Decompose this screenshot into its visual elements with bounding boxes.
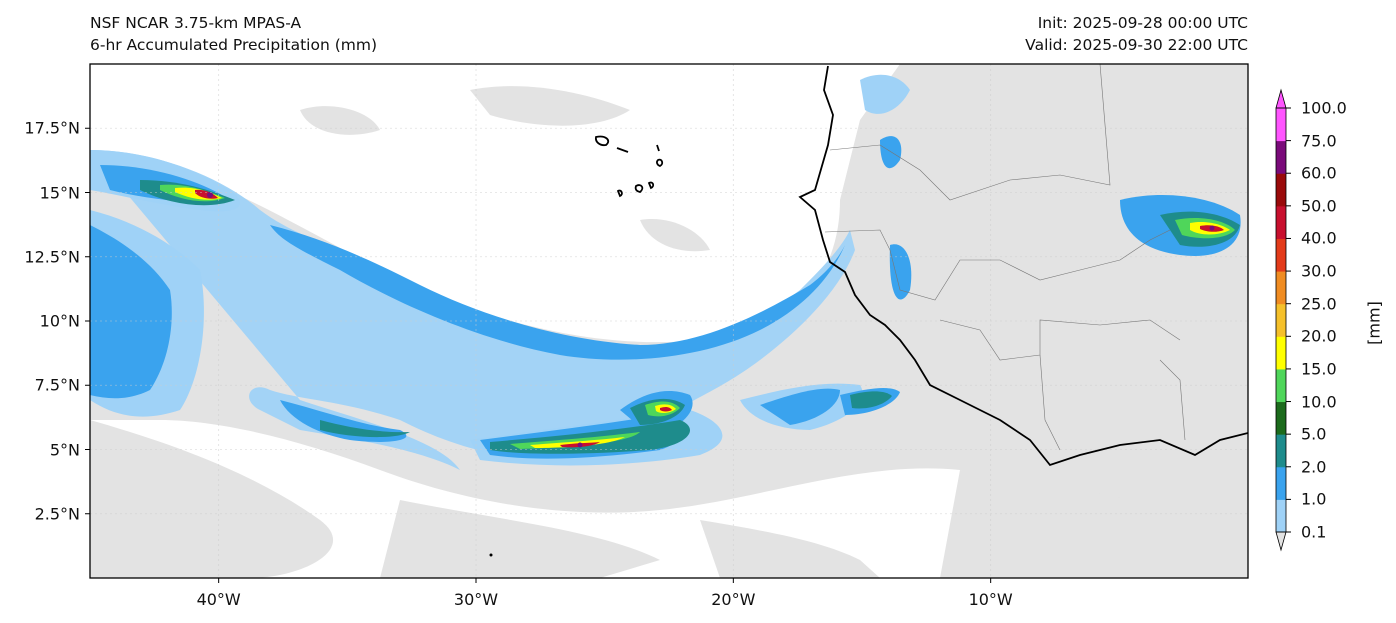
colorbar-segment [1276, 108, 1286, 142]
model-title: NSF NCAR 3.75-km MPAS-A [90, 14, 302, 32]
colorbar-segment [1276, 173, 1286, 207]
colorbar-unit: [mm] [1364, 301, 1384, 345]
colorbar-segment [1276, 499, 1286, 533]
colorbar-level-label: 25.0 [1301, 294, 1337, 314]
colorbar-segment [1276, 336, 1286, 370]
colorbar-level-label: 5.0 [1301, 424, 1327, 444]
colorbar-level-label: 60.0 [1301, 163, 1337, 183]
title-left: NSF NCAR 3.75-km MPAS-A 6-hr Accumulated… [90, 12, 377, 56]
colorbar-level-label: 15.0 [1301, 359, 1337, 379]
lat-tick-label: 2.5°N [34, 504, 80, 524]
coastlines [594, 65, 1248, 467]
colorbar-min-extension [1275, 531, 1287, 552]
colorbar-max-extension [1275, 88, 1287, 109]
init-time: Init: 2025-09-28 00:00 UTC [1037, 14, 1248, 32]
colorbar-segment [1276, 401, 1286, 435]
colorbar-level-label: 0.1 [1301, 522, 1327, 542]
colorbar-frame [1275, 107, 1287, 533]
colorbar-segment [1276, 368, 1286, 403]
colorbar-segment [1276, 140, 1286, 174]
colorbar-segment [1276, 434, 1286, 468]
colorbar-segment [1276, 271, 1286, 305]
colorbar-level-label: 50.0 [1301, 196, 1337, 216]
lat-tick-label: 17.5°N [24, 118, 80, 138]
lon-tick-label: 40°W [196, 590, 241, 609]
colorbar-segment [1276, 303, 1286, 337]
colorbar-segment [1276, 205, 1286, 239]
country-borders [824, 64, 1186, 451]
lat-tick-label: 15°N [39, 183, 80, 202]
colorbar-level-label: 20.0 [1301, 326, 1337, 346]
colorbar-level-label: 1.0 [1301, 489, 1327, 509]
map-panel [90, 64, 1248, 578]
precip-75mm-layer [207, 192, 1215, 448]
colorbar-segment [1276, 238, 1286, 272]
lon-tick-label: 10°W [968, 590, 1013, 609]
valid-time: Valid: 2025-09-30 22:00 UTC [1025, 36, 1248, 54]
lon-tick-label: 20°W [711, 590, 756, 609]
colorbar-level-label: 75.0 [1301, 131, 1337, 151]
colorbar-level-label: 2.0 [1301, 457, 1327, 477]
field-title: 6-hr Accumulated Precipitation (mm) [90, 36, 377, 54]
colorbar-level-label: 10.0 [1301, 392, 1337, 412]
colorbar-level-label: 30.0 [1301, 261, 1337, 281]
lat-tick-label: 12.5°N [24, 247, 80, 267]
colorbar-segment [1276, 466, 1286, 500]
colorbar-level-label: 40.0 [1301, 228, 1337, 248]
lat-tick-label: 5°N [49, 440, 80, 459]
axis-ticks [85, 127, 992, 583]
lat-tick-label: 7.5°N [34, 375, 80, 395]
lat-tick-label: 10°N [39, 311, 80, 331]
colorbar [1275, 88, 1291, 552]
island-dot [489, 553, 493, 557]
title-right: Init: 2025-09-28 00:00 UTC Valid: 2025-0… [1025, 12, 1248, 56]
lon-tick-label: 30°W [453, 590, 499, 609]
colorbar-level-label: 100.0 [1301, 98, 1347, 118]
